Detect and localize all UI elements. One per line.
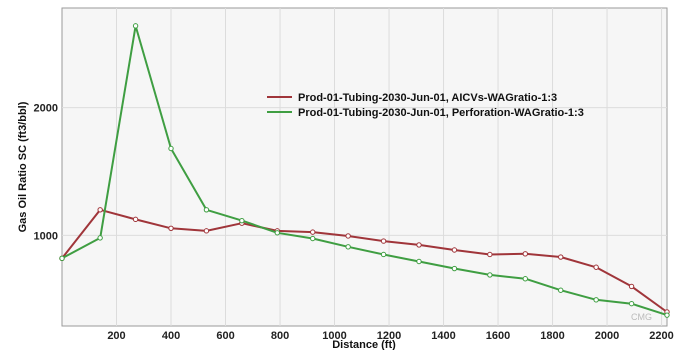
watermark-logo: CMG — [631, 312, 652, 322]
data-point-1-10 — [416, 258, 422, 265]
data-point-1-9 — [380, 251, 387, 258]
series-line-1 — [61, 24, 668, 317]
y-axis-label: Gas Oil Ratio SC (ft3/bbl) — [17, 101, 29, 232]
data-point-1-0 — [59, 255, 65, 262]
data-point-1-4 — [203, 207, 210, 213]
legend-entry-aicvs: Prod-01-Tubing-2030-Jun-01, AICVs-WAGrat… — [298, 92, 557, 104]
x-axis-ticks: 200 400 600 800 1000 1200 1400 1600 1800 2000 2200 — [107, 330, 673, 342]
plot-area — [61, 7, 668, 327]
data-point-0-11 — [451, 247, 458, 253]
data-point-0-2 — [132, 216, 139, 223]
x-tick-label-1000: 1000 — [322, 330, 346, 342]
data-point-1-1 — [97, 235, 103, 241]
legend-entry-perforation: Prod-01-Tubing-2030-Jun-01, Perforation-… — [298, 107, 584, 119]
data-point-0-12 — [487, 251, 493, 258]
x-axis-label: Distance (ft) — [332, 339, 396, 350]
data-point-0-8 — [345, 233, 351, 239]
x-tick-label-200: 200 — [107, 330, 125, 342]
data-point-0-4 — [203, 228, 210, 234]
data-point-1-2 — [132, 23, 139, 29]
data-point-1-5 — [239, 217, 245, 224]
data-point-0-14 — [558, 254, 564, 260]
data-point-1-17 — [664, 312, 670, 318]
data-point-1-16 — [628, 300, 635, 307]
y-axis-ticks: 1000 2000 — [34, 103, 58, 243]
y-tick-label-2000: 2000 — [34, 103, 58, 115]
x-tick-label-2200: 2200 — [649, 330, 673, 342]
data-point-1-3 — [168, 145, 174, 152]
x-tick-label-1600: 1600 — [486, 330, 510, 342]
series-lines — [59, 23, 670, 318]
data-point-0-10 — [416, 242, 422, 248]
legend: Prod-01-Tubing-2030-Jun-01, AICVs-WAGrat… — [267, 92, 584, 119]
data-point-1-15 — [593, 297, 599, 303]
data-point-1-11 — [451, 265, 458, 272]
x-tick-label-800: 800 — [271, 330, 289, 342]
y-tick-label-1000: 1000 — [34, 230, 58, 242]
x-tick-label-1800: 1800 — [540, 330, 564, 342]
x-tick-label-600: 600 — [216, 330, 234, 342]
x-tick-label-1400: 1400 — [431, 330, 455, 342]
data-point-0-1 — [97, 207, 103, 213]
data-point-0-16 — [628, 283, 635, 290]
data-point-0-13 — [522, 251, 528, 257]
data-point-1-14 — [558, 287, 564, 293]
data-point-0-3 — [168, 225, 174, 232]
data-point-0-15 — [593, 264, 599, 270]
data-point-1-8 — [345, 244, 351, 250]
x-tick-label-2000: 2000 — [595, 330, 619, 342]
x-tick-label-1200: 1200 — [377, 330, 401, 342]
data-point-0-7 — [310, 229, 316, 235]
data-point-1-12 — [487, 272, 493, 278]
data-point-0-9 — [380, 238, 387, 244]
data-point-1-7 — [310, 235, 316, 242]
x-tick-label-400: 400 — [162, 330, 180, 342]
series-line-0 — [61, 208, 668, 313]
data-point-1-6 — [274, 230, 280, 236]
data-point-1-13 — [522, 276, 528, 282]
